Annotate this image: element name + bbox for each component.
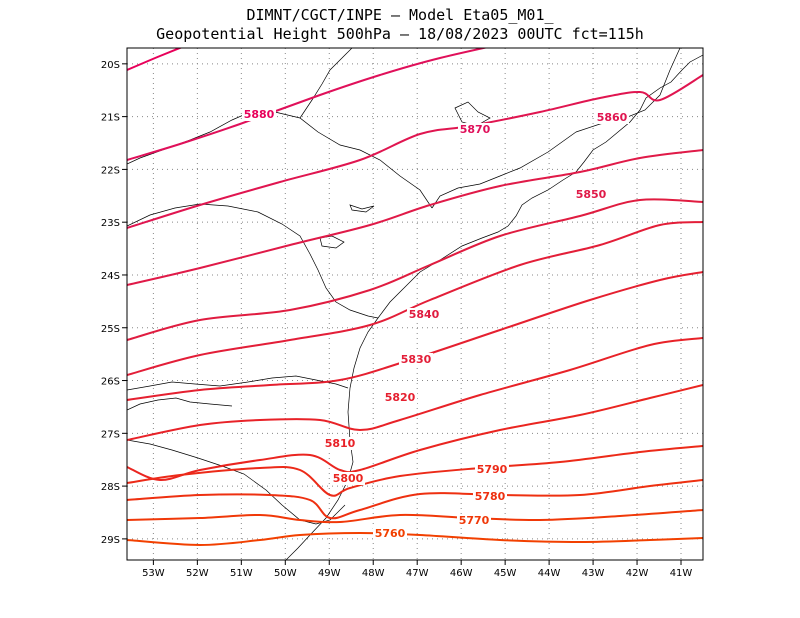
contour-label-background <box>595 111 629 124</box>
contour-label-background <box>242 108 276 121</box>
tick-label-lon: 51W <box>230 568 253 579</box>
tick-label-lat: 29S <box>101 535 120 546</box>
map-background <box>127 48 703 560</box>
contour-label-5850: 5850 <box>576 188 607 201</box>
contour-label-background <box>458 123 492 136</box>
contour-label-background <box>475 463 509 476</box>
axis-ticks: 53W 52W 51W 50W 49W 48W 47W 46W 45W 44W 43W 42W 41W 2… <box>101 60 693 579</box>
state-border-sc-rs <box>127 439 346 525</box>
contour-label-5830: 5830 <box>401 353 432 366</box>
tick-label-lat: 26S <box>101 377 120 388</box>
tick-label-lon: 46W <box>450 568 473 579</box>
tick-label-lat: 24S <box>101 271 120 282</box>
coastal-lagoon <box>319 235 345 249</box>
contour-label-5790: 5790 <box>477 463 508 476</box>
state-border-mg-north <box>299 48 353 119</box>
contour-label-5780: 5780 <box>475 490 506 503</box>
contour-line-5850 <box>127 149 703 286</box>
state-border-sp-pr <box>127 203 379 319</box>
tick-label-lon: 43W <box>582 568 605 579</box>
contour-labels: 5880 5870 5860 5850 5840 5830 5820 5810 5800 5790… <box>242 108 629 540</box>
state-border-mg-rj <box>431 131 577 209</box>
contour-label-background <box>574 188 608 201</box>
contour-label-background <box>331 472 365 485</box>
tick-label-lon: 47W <box>406 568 429 579</box>
contour-line-5790 <box>127 445 703 497</box>
tick-label-lon: 52W <box>186 568 209 579</box>
tick-label-lat: 25S <box>101 324 120 335</box>
country-border-brazil-argentina <box>127 397 233 411</box>
tick-label-lon: 41W <box>670 568 693 579</box>
contour-lines <box>127 48 703 547</box>
coastline <box>285 54 703 560</box>
tick-label-lat: 20S <box>101 60 120 71</box>
contour-label-background <box>457 514 491 527</box>
tick-label-lon: 45W <box>494 568 517 579</box>
tick-label-lon: 50W <box>274 568 297 579</box>
tick-label-lon: 48W <box>362 568 385 579</box>
contour-line-5830 <box>127 221 703 376</box>
tick-label-lon: 49W <box>318 568 341 579</box>
contour-label-background <box>373 527 407 540</box>
contour-label-background <box>407 308 441 321</box>
tick-label-lat: 23S <box>101 218 120 229</box>
tick-label-lat: 21S <box>101 113 120 124</box>
contour-label-background <box>323 437 357 450</box>
tick-label-lat: 28S <box>101 482 120 493</box>
contour-label-background <box>473 490 507 503</box>
contour-line-5870 <box>127 48 489 161</box>
contour-label-5820: 5820 <box>385 391 416 404</box>
tick-label-lon: 42W <box>626 568 649 579</box>
chart-title-line2: Geopotential Height 500hPa – 18/08/2023 … <box>156 25 644 43</box>
contour-label-5860: 5860 <box>597 111 628 124</box>
contour-label-5800: 5800 <box>333 472 364 485</box>
contour-line-5780 <box>127 479 703 520</box>
tick-label-lon: 44W <box>538 568 561 579</box>
bay-outline-guanabara <box>454 101 491 127</box>
contour-label-5770: 5770 <box>459 514 490 527</box>
tick-label-lon: 53W <box>142 568 165 579</box>
contour-line-5810 <box>127 337 703 441</box>
contour-line-5840 <box>127 198 703 341</box>
contour-label-5840: 5840 <box>409 308 440 321</box>
tick-label-lat: 22S <box>101 165 120 176</box>
coastline-and-borders <box>127 48 703 560</box>
contour-line-5880 <box>127 48 183 71</box>
contour-label-5870: 5870 <box>460 123 491 136</box>
graticule-grid <box>127 48 703 560</box>
contour-label-5810: 5810 <box>325 437 356 450</box>
contour-line-5800 <box>127 384 703 482</box>
contour-label-5880: 5880 <box>244 108 275 121</box>
contour-line-5770 <box>127 509 703 524</box>
map-frame <box>126 47 704 561</box>
contour-label-5760: 5760 <box>375 527 406 540</box>
chart-title-line1: DIMNT/CGCT/INPE – Model Eta05_M01_ <box>246 6 554 24</box>
island-ilha-grande <box>349 204 375 213</box>
contour-label-background <box>383 391 417 404</box>
tick-label-lat: 27S <box>101 429 120 440</box>
contour-label-background <box>399 353 433 366</box>
